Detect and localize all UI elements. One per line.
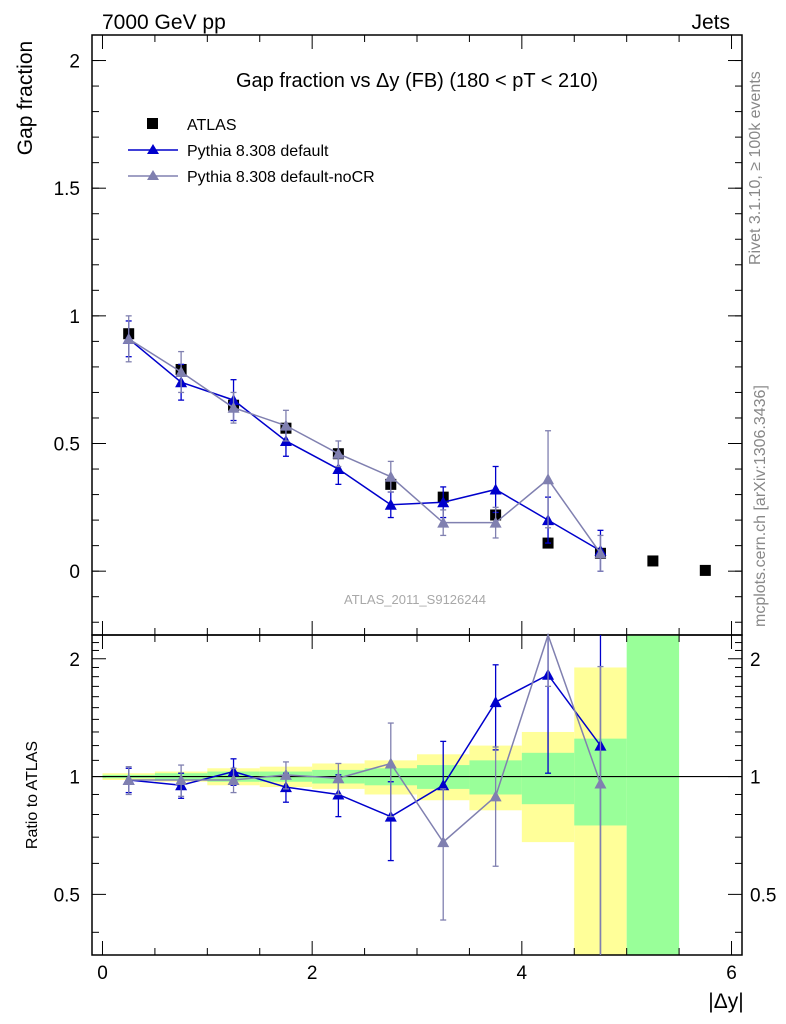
chart-title: Gap fraction vs Δy (FB) (180 < pT < 210) xyxy=(236,70,598,92)
series-line xyxy=(128,338,602,554)
y-tick-label: 1 xyxy=(69,307,80,328)
data-point-nocr xyxy=(122,332,135,344)
data-point-nocr xyxy=(489,516,502,528)
main-panel: 0 0.5 1 1.5 2 Gap fraction vs Δy (FB) (180 <… xyxy=(14,34,743,636)
data-point-nocr xyxy=(279,419,292,431)
legend-label-atlas: ATLAS xyxy=(187,117,237,134)
legend-marker-atlas xyxy=(147,118,158,129)
data-point-nocr xyxy=(594,547,607,559)
ratio-point-nocr xyxy=(437,836,450,848)
legend-marker-nocr xyxy=(147,170,159,180)
main-plot-area xyxy=(122,315,711,576)
series-line xyxy=(128,338,601,552)
x-tick-label: 0 xyxy=(97,963,108,984)
x-tick-label: 2 xyxy=(307,963,318,984)
ratio-series-line xyxy=(128,632,602,844)
ratio-y-tick-label-right: 0.5 xyxy=(750,885,776,906)
green-band xyxy=(626,635,680,955)
data-point-default xyxy=(489,483,502,495)
data-point-default xyxy=(332,463,345,475)
ratio-point-nocr xyxy=(227,773,240,785)
y-tick-label: 1.5 xyxy=(54,179,80,200)
ratio-plot-area xyxy=(122,632,607,955)
y-axis-label: Gap fraction xyxy=(14,41,37,155)
legend-label-default: Pythia 8.308 default xyxy=(187,143,329,160)
header-process: Jets xyxy=(691,11,730,34)
data-point-default xyxy=(384,498,397,510)
ratio-y-tick-label: 1 xyxy=(69,768,80,789)
analysis-label: ATLAS_2011_S9126244 xyxy=(344,592,486,607)
data-point-nocr xyxy=(437,516,450,528)
ratio-point-nocr xyxy=(279,768,292,780)
x-tick-label: 4 xyxy=(517,963,528,984)
ratio-y-tick-label: 0.5 xyxy=(54,885,80,906)
data-point-nocr xyxy=(175,366,188,378)
main-ticks: 0 0.5 1 1.5 2 xyxy=(54,35,742,635)
data-point-atlas xyxy=(647,555,659,567)
ratio-point-nocr xyxy=(384,757,397,769)
x-tick-label: 6 xyxy=(726,963,737,984)
ratio-y-tick-label: 2 xyxy=(69,650,80,671)
ratio-point-default xyxy=(489,696,502,708)
ratio-point-nocr xyxy=(489,790,502,802)
legend-label-nocr: Pythia 8.308 default-noCR xyxy=(187,169,375,186)
x-axis-label: |Δy| xyxy=(708,990,743,1013)
y-tick-label: 0.5 xyxy=(54,435,80,456)
ratio-point-default xyxy=(437,779,450,791)
mcplots-label: mcplots.cern.ch [arXiv:1306.3436] xyxy=(752,385,769,627)
data-point-nocr xyxy=(227,401,240,413)
ratio-y-axis-label: Ratio to ATLAS xyxy=(24,741,41,849)
y-tick-label: 2 xyxy=(69,52,80,73)
y-tick-label: 0 xyxy=(69,562,80,583)
ratio-ticks: 0.5 0.5 1 1 2 2 0 2 4 6 xyxy=(54,635,776,984)
ratio-point-nocr xyxy=(594,777,607,789)
ratio-point-nocr xyxy=(122,773,135,785)
data-point-atlas xyxy=(699,564,711,576)
ratio-series-line xyxy=(128,673,602,818)
data-point-nocr xyxy=(384,470,397,482)
rivet-label: Rivet 3.1.10, ≥ 100k events xyxy=(747,71,764,265)
legend-marker-default xyxy=(147,144,159,154)
ratio-panel: 0.5 0.5 1 1 2 2 0 2 4 6 Ratio to ATLAS xyxy=(24,632,776,984)
header-energy: 7000 GeV pp xyxy=(102,11,226,34)
ratio-point-nocr xyxy=(332,772,345,784)
ratio-point-nocr xyxy=(175,773,188,785)
data-point-nocr xyxy=(542,473,555,485)
data-point-default xyxy=(437,496,450,508)
ratio-y-tick-label-right: 1 xyxy=(750,768,761,789)
ratio-y-tick-label-right: 2 xyxy=(750,650,761,671)
data-point-nocr xyxy=(332,447,345,459)
legend: ATLAS Pythia 8.308 default Pythia 8.308 … xyxy=(128,117,375,186)
